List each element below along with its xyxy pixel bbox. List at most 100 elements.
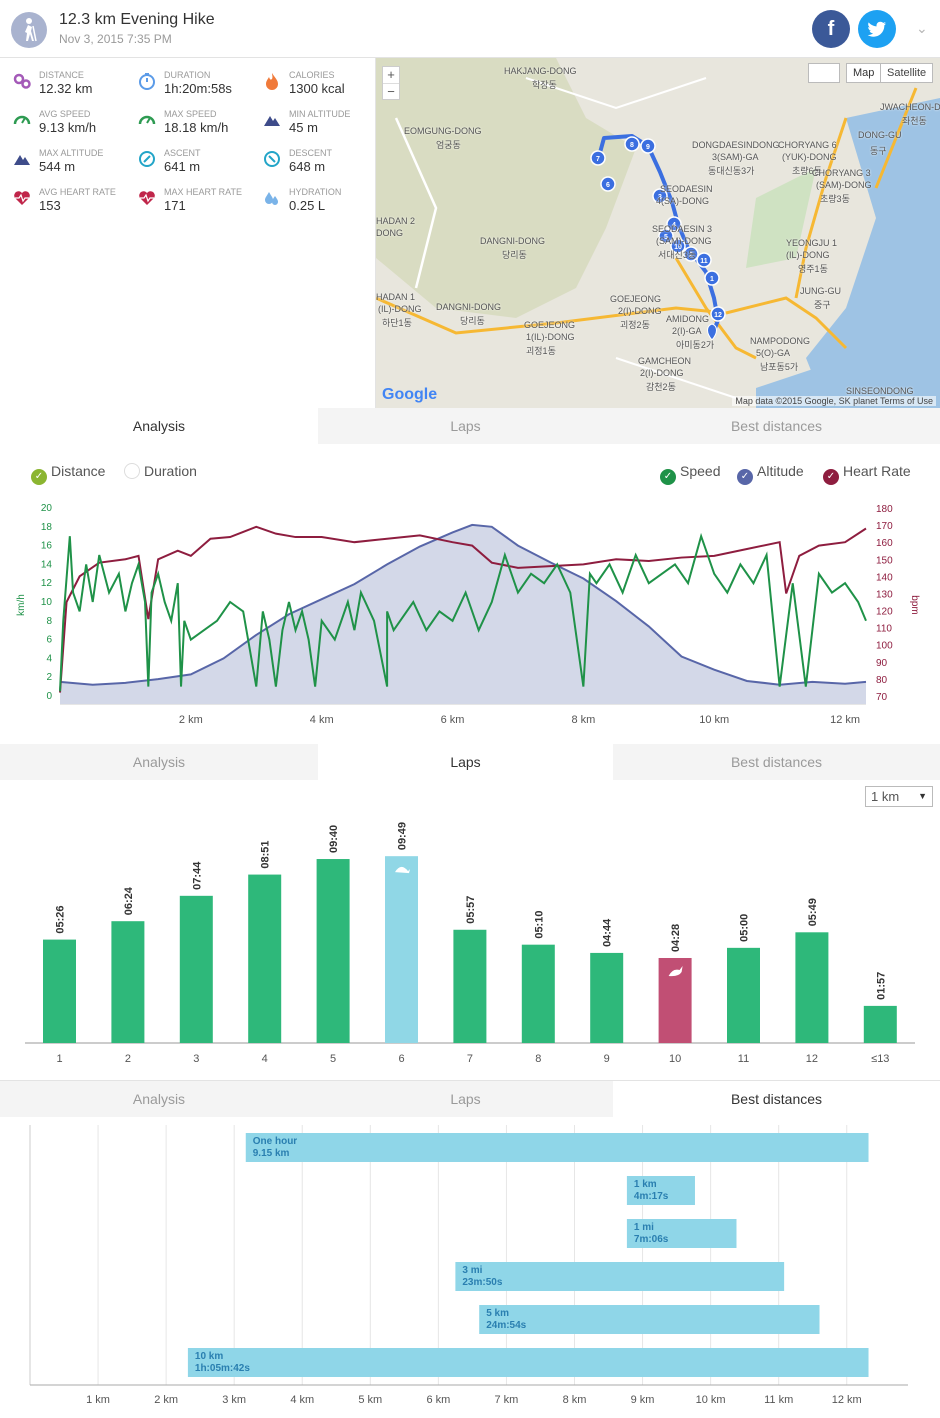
- route-marker[interactable]: 5: [658, 228, 674, 244]
- lap-bar[interactable]: [248, 874, 282, 1043]
- marker-number: 4: [672, 222, 676, 229]
- route-marker[interactable]: 1: [704, 270, 720, 286]
- best-bar-name: One hour: [253, 1136, 298, 1147]
- lap-bar[interactable]: [521, 944, 555, 1043]
- y-axis-left-label: km/h: [16, 594, 27, 616]
- map-attribution[interactable]: Map data ©2015 Google, SK planet Terms o…: [732, 396, 936, 406]
- map-type-map-button[interactable]: Map: [846, 63, 882, 83]
- lap-time-label: 05:49: [807, 898, 819, 926]
- lap-select-value: 1 km: [871, 789, 900, 804]
- map-place-label: 초량3동: [820, 194, 850, 204]
- route-marker[interactable]: 6: [600, 176, 616, 192]
- tab-best-distances[interactable]: Best distances: [613, 1081, 940, 1117]
- legend-altitude-toggle[interactable]: ✓ Altitude: [737, 463, 804, 485]
- lap-bar[interactable]: [795, 932, 829, 1043]
- legend-altitude-label: Altitude: [757, 463, 804, 479]
- map-place-label: (SAM)-DONG: [656, 236, 712, 246]
- lap-bar[interactable]: [590, 952, 624, 1043]
- best-distances-chart[interactable]: 1 km 2 km 3 km 4 km 5 km 6 km 7 km 8 km 9 km 10 k…: [0, 1120, 940, 1418]
- map-terrain-toggle[interactable]: [808, 63, 840, 83]
- map-place-label: 당리동: [502, 250, 527, 260]
- facebook-share-button[interactable]: f: [812, 10, 850, 48]
- route-marker[interactable]: 10: [670, 238, 686, 254]
- lap-time-label: 05:10: [533, 911, 545, 939]
- route-marker[interactable]: 11: [696, 252, 712, 268]
- tab-laps[interactable]: Laps: [318, 744, 613, 780]
- lap-bar[interactable]: [453, 929, 487, 1043]
- legend-distance-toggle[interactable]: ✓ Distance: [31, 463, 105, 485]
- y-tick-left: 14: [41, 559, 53, 570]
- tab-best-distances[interactable]: Best distances: [613, 408, 940, 444]
- section-tabs-best: Analysis Laps Best distances: [0, 1081, 940, 1117]
- map-place-label: HADAN 2: [376, 216, 416, 226]
- tab-analysis[interactable]: Analysis: [0, 408, 318, 444]
- route-marker[interactable]: 2: [683, 246, 699, 262]
- lap-bar[interactable]: [111, 921, 145, 1043]
- stat-max-heart-rate: MAX HEART RATE 171: [138, 187, 263, 223]
- lap-number-label: 8: [535, 1053, 541, 1065]
- expand-chevron-icon[interactable]: ⌄: [916, 20, 928, 36]
- map-place-label: GOEJEONG: [610, 294, 662, 304]
- lap-bar[interactable]: [179, 895, 213, 1043]
- route-marker[interactable]: 8: [624, 136, 640, 152]
- best-bar-value: 23m:50s: [462, 1277, 502, 1288]
- legend-heart-rate-toggle[interactable]: ✓ Heart Rate: [823, 463, 911, 485]
- tab-best-distances[interactable]: Best distances: [613, 744, 940, 780]
- route-marker[interactable]: 4: [666, 216, 682, 232]
- twitter-share-button[interactable]: [858, 10, 896, 48]
- lap-bar[interactable]: [385, 856, 418, 1043]
- laps-bar-chart[interactable]: 05:26 1 06:24 2 07:44 3 08:51 4 09:40 5 09:49 6 05:5…: [0, 820, 940, 1075]
- zoom-in-button[interactable]: +: [387, 67, 395, 82]
- tab-analysis[interactable]: Analysis: [0, 744, 318, 780]
- y-tick-right: 70: [876, 692, 888, 703]
- y-axis-right-label: bpm: [909, 595, 920, 614]
- y-tick-left: 2: [46, 672, 52, 683]
- route-marker[interactable]: 7: [590, 150, 606, 166]
- tab-laps[interactable]: Laps: [318, 1081, 613, 1117]
- zoom-out-button[interactable]: −: [383, 83, 399, 100]
- marker-number: 11: [700, 258, 708, 265]
- tab-analysis[interactable]: Analysis: [0, 1081, 318, 1117]
- route-marker[interactable]: 12: [710, 306, 726, 322]
- x-tick-label: 1 km: [86, 1394, 110, 1406]
- route-marker[interactable]: 3: [652, 188, 668, 204]
- map-type-satellite-button[interactable]: Satellite: [880, 63, 934, 83]
- stat-value: 9.13 km/h: [39, 120, 97, 135]
- stat-calories: CALORIES 1300 kcal: [263, 70, 388, 106]
- lap-time-label: 04:44: [602, 918, 614, 947]
- lap-bar[interactable]: [316, 859, 350, 1043]
- route-map[interactable]: 1 2 3 4 5 6 7 8 9 10 11 12 + − Map Satellite Google…: [376, 58, 940, 408]
- map-place-label: 2(I)-DONG: [618, 306, 662, 316]
- best-bar-value: 7m:06s: [634, 1234, 669, 1245]
- legend-duration-toggle[interactable]: Duration: [124, 463, 197, 479]
- best-bar-rect: [245, 1133, 869, 1162]
- stat-value: 641 m: [164, 159, 201, 174]
- legend-speed-label: Speed: [680, 463, 721, 479]
- y-tick-right: 160: [876, 538, 893, 549]
- lap-distance-select[interactable]: 1 km ▼: [865, 786, 933, 807]
- lap-bar[interactable]: [43, 939, 76, 1043]
- x-tick-label: 4 km: [310, 714, 334, 726]
- marker-dot: [704, 270, 720, 286]
- lap-bar[interactable]: [863, 1005, 897, 1043]
- legend-speed-toggle[interactable]: ✓ Speed: [660, 463, 720, 485]
- map-place-label: 남포동5가: [760, 362, 799, 372]
- map-zoom-control[interactable]: + −: [382, 66, 400, 100]
- analysis-line-chart[interactable]: 0 2 4 6 8 10 12 14 16 18 20 70 80 90 100 110 120 130 140 15…: [0, 495, 940, 735]
- speedometer-icon: [138, 115, 156, 125]
- y-tick-right: 100: [876, 641, 893, 652]
- route-marker[interactable]: 9: [640, 138, 656, 154]
- activity-header: 12.3 km Evening Hike Nov 3, 2015 7:35 PM…: [0, 0, 940, 58]
- map-place-label: CHORYANG 3: [812, 168, 871, 178]
- map-place-label: 당리동: [460, 316, 485, 326]
- lap-time-label: 05:00: [739, 914, 751, 942]
- tab-laps[interactable]: Laps: [318, 408, 613, 444]
- lap-bar[interactable]: [727, 947, 760, 1043]
- lap-number-label: 7: [467, 1053, 473, 1065]
